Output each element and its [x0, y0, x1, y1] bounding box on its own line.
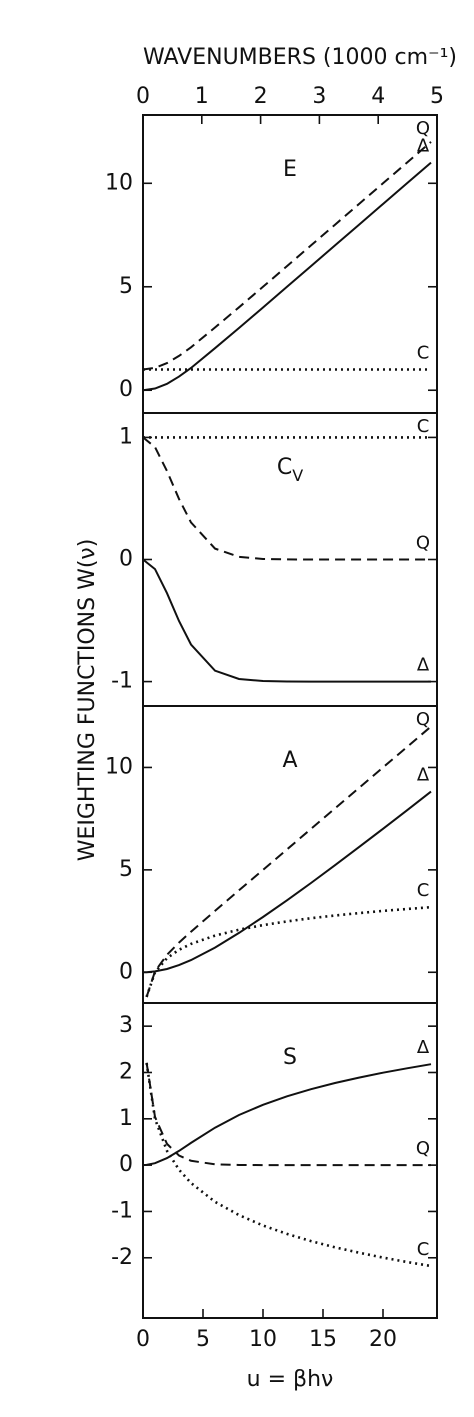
series-line [143, 1063, 432, 1167]
top-tick-label: 1 [195, 84, 209, 109]
y-tick-label: 5 [119, 274, 133, 299]
x-tick-label: 20 [369, 1327, 397, 1352]
panel-title-text: E [283, 157, 297, 182]
y-tick-label: 0 [119, 1152, 133, 1177]
y-tick-label: 1 [119, 424, 133, 449]
series-label: C [417, 880, 430, 901]
series-line [143, 141, 432, 371]
series-line [145, 725, 432, 998]
x-axis-label: u = βhν [247, 1367, 334, 1392]
y-tick-label: 0 [119, 377, 133, 402]
panel-title-text: C [277, 455, 292, 480]
series-label: Q [416, 709, 430, 730]
x-tick-label: 0 [136, 1327, 150, 1352]
y-tick-label: 10 [105, 754, 133, 779]
y-tick-label: 0 [119, 547, 133, 572]
panel-title-text: S [283, 1045, 297, 1070]
y-tick-label: -2 [111, 1245, 133, 1270]
panel-title: A [282, 748, 297, 773]
panel-title-subscript: V [292, 466, 303, 485]
series-label: Q [416, 1138, 430, 1159]
y-tick-label: 10 [105, 170, 133, 195]
panel-title-text: A [282, 748, 297, 773]
series-label: Δ [417, 655, 430, 676]
series-label: C [417, 343, 430, 364]
y-tick-label: 5 [119, 857, 133, 882]
y-tick-label: 2 [119, 1059, 133, 1084]
y-tick-label: -1 [111, 1198, 133, 1223]
panel-title: CV [277, 455, 303, 485]
x-tick-label: 5 [196, 1327, 210, 1352]
series-line [145, 1062, 432, 1268]
top-tick-label: 5 [430, 84, 444, 109]
y-tick-label: 0 [119, 959, 133, 984]
panel-title: E [283, 157, 297, 182]
series-line [143, 436, 431, 561]
series-label: C [417, 1239, 430, 1260]
series-label: Δ [417, 1037, 430, 1058]
series-label: C [417, 416, 430, 437]
series-line [143, 790, 432, 974]
series-label: Δ [417, 136, 430, 157]
x-tick-label: 10 [249, 1327, 277, 1352]
series-line [143, 161, 432, 392]
top-tick-label: 4 [371, 84, 385, 109]
series-label: Δ [417, 765, 430, 786]
top-tick-label: 2 [254, 84, 268, 109]
x-tick-label: 15 [309, 1327, 337, 1352]
y-tick-label: -1 [111, 669, 133, 694]
series-line [145, 905, 432, 998]
y-axis-label: WEIGHTING FUNCTIONS W(ν) [75, 539, 100, 862]
series-line [143, 558, 431, 683]
top-tick-label: 0 [136, 84, 150, 109]
panel-title: S [283, 1045, 297, 1070]
y-tick-label: 3 [119, 1013, 133, 1038]
y-tick-label: 1 [119, 1106, 133, 1131]
series-label: Q [416, 118, 430, 139]
top-axis-label: WAVENUMBERS (1000 cm⁻¹) [143, 45, 457, 70]
top-tick-label: 3 [312, 84, 326, 109]
series-label: Q [416, 533, 430, 554]
plot-frame [142, 1002, 438, 1319]
series-line [145, 1062, 431, 1167]
